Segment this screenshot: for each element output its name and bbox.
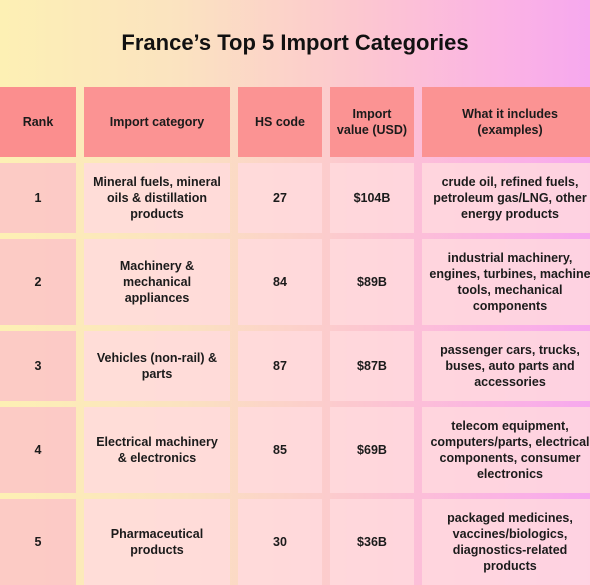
table-cell-includes: crude oil, refined fuels, petroleum gas/… — [422, 163, 590, 233]
table-cell-hs-code: 30 — [238, 499, 322, 585]
table-cell-value: $104B — [330, 163, 414, 233]
table-cell-includes: passenger cars, trucks, buses, auto part… — [422, 331, 590, 401]
table-cell-includes: telecom equipment, computers/parts, elec… — [422, 407, 590, 493]
table-cell-category: Machinery & mechanical appliances — [84, 239, 230, 325]
header-what-it-includes: What it includes (examples) — [422, 87, 590, 157]
table-cell-includes: industrial machinery, engines, turbines,… — [422, 239, 590, 325]
header-import-value: Import value (USD) — [330, 87, 414, 157]
table-cell-rank: 1 — [0, 163, 76, 233]
table-cell-category: Mineral fuels, mineral oils & distillati… — [84, 163, 230, 233]
table-cell-rank: 3 — [0, 331, 76, 401]
table-cell-includes: packaged medicines, vaccines/biologics, … — [422, 499, 590, 585]
table-cell-hs-code: 84 — [238, 239, 322, 325]
table-cell-hs-code: 87 — [238, 331, 322, 401]
table-cell-category: Vehicles (non-rail) & parts — [84, 331, 230, 401]
header-rank: Rank — [0, 87, 76, 157]
header-hs-code: HS code — [238, 87, 322, 157]
table-cell-category: Electrical machinery & electronics — [84, 407, 230, 493]
table-cell-category: Pharmaceutical products — [84, 499, 230, 585]
table-cell-value: $89B — [330, 239, 414, 325]
table-cell-value: $36B — [330, 499, 414, 585]
table-cell-rank: 5 — [0, 499, 76, 585]
table-cell-rank: 2 — [0, 239, 76, 325]
page-title: France’s Top 5 Import Categories — [121, 30, 469, 55]
table-cell-hs-code: 27 — [238, 163, 322, 233]
import-table: Rank Import category HS code Import valu… — [0, 87, 590, 585]
table-cell-value: $87B — [330, 331, 414, 401]
table-cell-rank: 4 — [0, 407, 76, 493]
table-cell-hs-code: 85 — [238, 407, 322, 493]
table-cell-value: $69B — [330, 407, 414, 493]
header-import-category: Import category — [84, 87, 230, 157]
